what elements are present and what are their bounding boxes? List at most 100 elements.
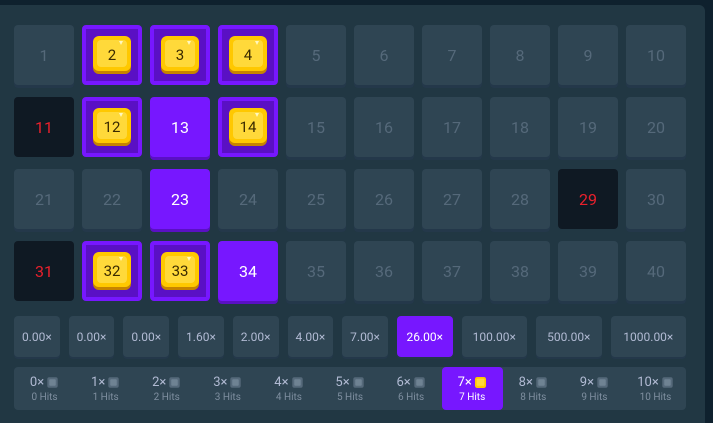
hit-multiplier-text: 7× <box>457 374 472 390</box>
tile-number: 29 <box>579 189 597 209</box>
tile[interactable]: 6 <box>354 25 414 85</box>
tile-number: 6 <box>379 45 389 65</box>
tile[interactable]: 34 <box>218 241 278 301</box>
hit-multiplier-text: 10× <box>637 374 659 390</box>
gem-icon <box>93 36 131 74</box>
hit-label: 2 Hits <box>153 391 180 403</box>
tile[interactable]: 3 <box>150 25 210 85</box>
tile[interactable]: 39 <box>558 241 618 301</box>
tile[interactable]: 14 <box>218 97 278 157</box>
gem-icon <box>47 376 58 388</box>
tile[interactable]: 25 <box>286 169 346 229</box>
tile[interactable]: 23 <box>150 169 210 229</box>
tile-number: 9 <box>583 45 593 65</box>
tile-number: 2 <box>107 46 117 64</box>
tile[interactable]: 40 <box>626 241 686 301</box>
gem-icon <box>230 376 242 388</box>
gem-icon <box>597 376 608 388</box>
tile-number: 8 <box>515 45 525 65</box>
tile-number: 5 <box>311 45 321 65</box>
gem-icon <box>414 376 425 388</box>
tile[interactable]: 16 <box>354 97 414 157</box>
tile[interactable]: 4 <box>218 25 278 85</box>
tile[interactable]: 8 <box>490 25 550 85</box>
tile-number: 28 <box>511 189 529 209</box>
tile[interactable]: 7 <box>422 25 482 85</box>
hit-multiplier-text: 2× <box>152 374 167 390</box>
gem-icon <box>352 376 364 388</box>
tile[interactable]: 2 <box>82 25 142 85</box>
tile-number: 24 <box>239 189 257 209</box>
multiplier: 0.00× <box>14 316 60 357</box>
hit-label: 9 Hits <box>581 391 608 403</box>
tile-number: 1 <box>39 45 49 65</box>
tile[interactable]: 37 <box>422 241 482 301</box>
hit-slot: 5× 5 Hits <box>319 367 380 410</box>
hit-slot: 9× 9 Hits <box>564 367 625 410</box>
tile[interactable]: 33 <box>150 241 210 301</box>
hit-multiplier-text: 4× <box>274 374 289 390</box>
tile[interactable]: 38 <box>490 241 550 301</box>
tile-number: 40 <box>647 261 665 281</box>
hit-slot: 6× 6 Hits <box>381 367 442 410</box>
tile[interactable]: 12 <box>82 97 142 157</box>
hit-label: 6 Hits <box>398 391 425 403</box>
tile[interactable]: 20 <box>626 97 686 157</box>
hit-multiplier: 5× <box>335 375 364 390</box>
hit-multiplier: 10× <box>637 375 674 390</box>
multiplier-row: 0.00× 0.00× 0.00× 1.60× 2.00× 4.00× 7.00× 26.00… <box>14 316 687 357</box>
multiplier: 26.00× <box>396 316 453 357</box>
tile[interactable]: 32 <box>82 241 142 301</box>
game-panel: 1 2 3 4 5 6 7 8 9 10 11 12 13 14 15 16 17 18 19 20 21 22 23 24 2… <box>0 5 705 423</box>
tile[interactable]: 27 <box>422 169 482 229</box>
hit-slot: 2× 2 Hits <box>136 367 197 410</box>
tile[interactable]: 17 <box>422 97 482 157</box>
tile[interactable]: 28 <box>490 169 550 229</box>
gem-icon <box>161 252 199 290</box>
tile[interactable]: 35 <box>286 241 346 301</box>
tile[interactable]: 29 <box>558 169 618 229</box>
tile[interactable]: 36 <box>354 241 414 301</box>
tile-number: 13 <box>171 117 189 137</box>
tile-number: 27 <box>443 189 461 209</box>
tile[interactable]: 13 <box>150 97 210 157</box>
tile[interactable]: 10 <box>626 25 686 85</box>
tile[interactable]: 11 <box>14 97 74 157</box>
hits-row: 0× 0 Hits 1× 1 Hits 2× 2 Hits 3× 3 Hits 4× 4 Hits… <box>14 367 686 410</box>
tile[interactable]: 24 <box>218 169 278 229</box>
keno-grid: 1 2 3 4 5 6 7 8 9 10 11 12 13 14 15 16 17 18 19 20 21 22 23 24 2… <box>14 25 686 301</box>
tile-number: 15 <box>307 117 325 137</box>
tile-number: 39 <box>579 261 597 281</box>
hit-label: 1 Hits <box>92 391 119 403</box>
tile[interactable]: 22 <box>82 169 142 229</box>
tile-number: 3 <box>175 46 185 64</box>
hit-multiplier: 8× <box>519 375 548 390</box>
hit-multiplier-text: 9× <box>579 374 595 390</box>
hit-multiplier-text: 6× <box>396 374 411 390</box>
hit-slot: 1× 1 Hits <box>75 367 136 410</box>
tile-number: 25 <box>307 189 325 209</box>
gem-icon <box>93 108 131 146</box>
tile[interactable]: 18 <box>490 97 550 157</box>
tile-number: 7 <box>447 45 457 65</box>
tile[interactable]: 1 <box>14 25 74 85</box>
tile-number: 37 <box>443 261 461 281</box>
tile[interactable]: 15 <box>286 97 346 157</box>
multiplier: 1000.00× <box>610 316 687 357</box>
hit-slot: 4× 4 Hits <box>258 367 319 410</box>
hit-label: 8 Hits <box>520 391 547 403</box>
tile[interactable]: 26 <box>354 169 414 229</box>
gem-icon <box>229 108 267 146</box>
tile[interactable]: 9 <box>558 25 618 85</box>
tile[interactable]: 21 <box>14 169 74 229</box>
hit-label: 0 Hits <box>31 391 58 403</box>
tile-number: 31 <box>35 261 53 281</box>
tile[interactable]: 30 <box>626 169 686 229</box>
tile[interactable]: 19 <box>558 97 618 157</box>
multiplier: 1.60× <box>178 316 224 357</box>
hit-multiplier: 4× <box>274 375 303 390</box>
gem-icon <box>474 376 486 388</box>
tile[interactable]: 31 <box>14 241 74 301</box>
tile[interactable]: 5 <box>286 25 346 85</box>
